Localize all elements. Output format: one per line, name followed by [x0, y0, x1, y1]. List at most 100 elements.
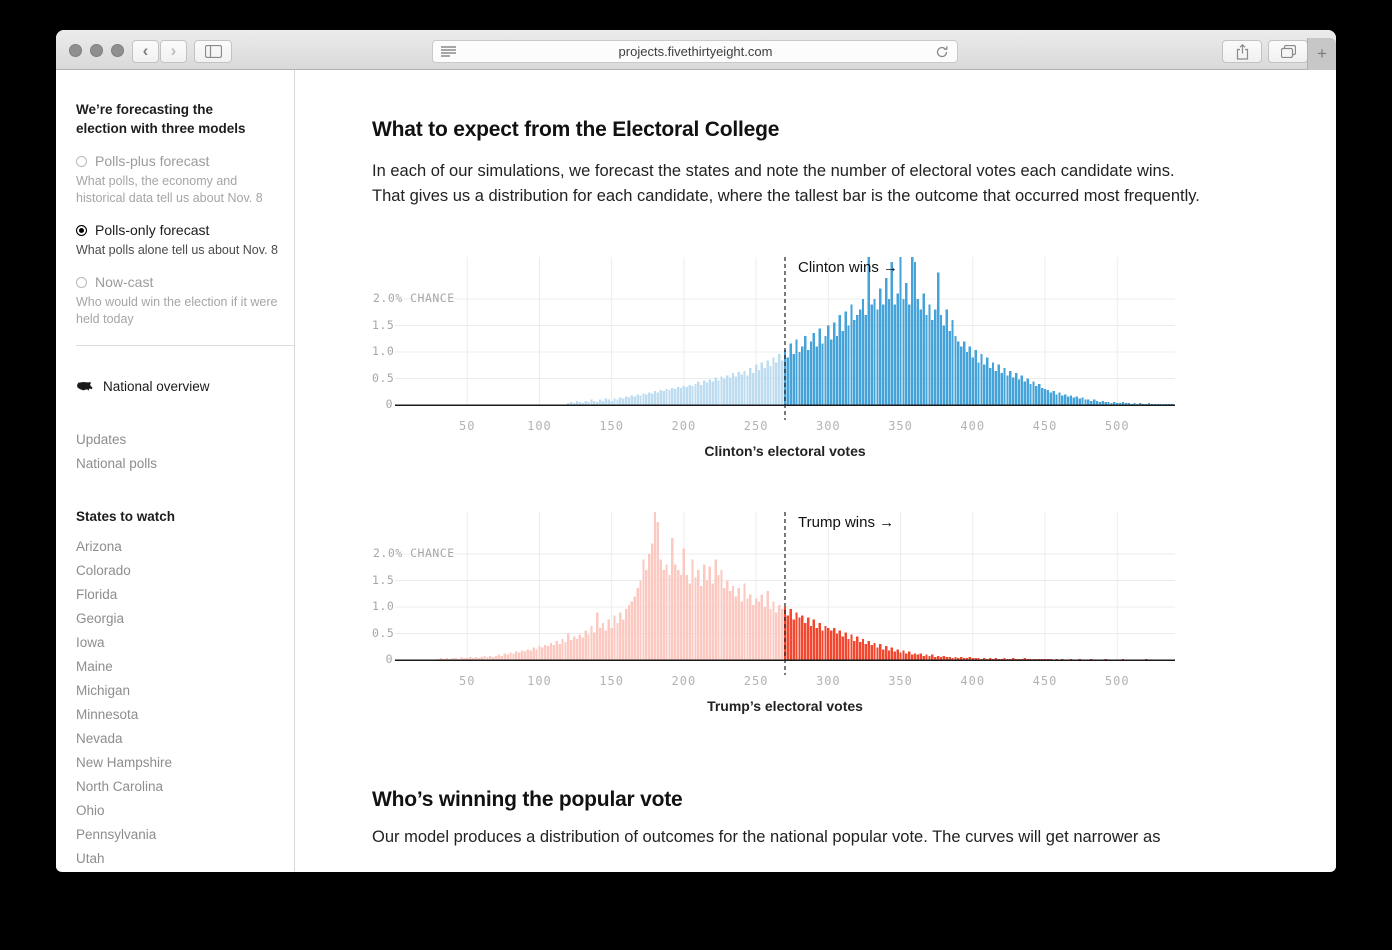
forward-button[interactable]: › [160, 40, 187, 63]
address-bar[interactable]: projects.fivethirtyeight.com [432, 40, 958, 63]
x-axis-ticks: 50 100 150 200 250 300 350 400 450 500 [395, 674, 1175, 690]
sidebar-item-state[interactable]: Pennsylvania [76, 827, 157, 842]
main-content: What to expect from the Electoral Colleg… [295, 70, 1336, 871]
x-tick-label: 500 [1104, 674, 1130, 688]
y-tick-label: 1.0 [372, 344, 395, 358]
x-tick-label: 500 [1104, 419, 1130, 433]
x-tick-label: 150 [599, 419, 624, 433]
section-title-popular-vote: Who’s winning the popular vote [372, 788, 683, 811]
model-label[interactable]: Now-cast [95, 274, 154, 290]
sidebar-item-updates[interactable]: Updates [76, 432, 127, 447]
histogram-plot [395, 257, 1175, 420]
y-tick-label: 0 [385, 397, 393, 411]
sidebar-icon [204, 45, 222, 58]
y-tick-label: 1.0 [372, 599, 395, 613]
y-tick-label: 0.5 [372, 625, 395, 640]
y-tick-label: 1.5 [372, 317, 395, 332]
sidebar-item-state[interactable]: Ohio [76, 803, 105, 818]
model-description: What polls, the economy and historical d… [76, 174, 263, 205]
model-description: What polls alone tell us about Nov. 8 [76, 243, 278, 257]
x-tick-label: 300 [815, 674, 841, 688]
x-tick-label: 250 [743, 674, 769, 688]
chevron-right-icon: › [170, 41, 177, 60]
chevron-left-icon: ‹ [142, 41, 149, 60]
histogram-plot [395, 512, 1175, 675]
model-option-now-cast[interactable]: Now-cast Who would win the election if i… [76, 273, 278, 328]
tabs-icon [1280, 45, 1296, 58]
browser-window: ‹ › projects.fivethirtyeight.com [56, 30, 1336, 872]
clinton-electoral-votes-histogram: 0 0.5 1.0 1.5 2.0% CHANCE Clinton wins → 50 1… [372, 257, 1175, 469]
sidebar-divider [76, 345, 294, 346]
sidebar-item-state[interactable]: Utah [76, 851, 105, 866]
reader-icon[interactable] [441, 46, 456, 57]
sidebar-item-state[interactable]: Florida [76, 587, 118, 602]
zoom-button[interactable] [111, 44, 124, 57]
sidebar-heading: We’re forecasting the election with thre… [76, 102, 246, 136]
national-overview-label[interactable]: National overview [103, 379, 210, 394]
x-tick-label: 300 [815, 419, 841, 433]
radio-unselected-icon[interactable] [76, 276, 87, 288]
sidebar-item-state[interactable]: Georgia [76, 611, 125, 626]
y-tick-label: 0.5 [372, 370, 395, 385]
x-tick-label: 100 [527, 419, 552, 433]
minimize-button[interactable] [90, 44, 103, 57]
sidebar-item-state[interactable]: Michigan [76, 683, 131, 698]
x-tick-label: 50 [458, 674, 476, 688]
x-axis-title: Trump’s electoral votes [707, 698, 863, 714]
sidebar-item-national-polls[interactable]: National polls [76, 456, 158, 471]
usa-map-icon [77, 381, 93, 391]
share-icon [1236, 43, 1248, 60]
sidebar-item-national-overview[interactable]: National overview [76, 379, 278, 394]
tabs-button[interactable] [1268, 40, 1308, 63]
sidebar-item-state[interactable]: Arizona [76, 539, 122, 554]
x-axis-ticks: 50 100 150 200 250 300 350 400 450 500 [395, 419, 1175, 435]
sidebar: We’re forecasting the election with thre… [56, 70, 295, 871]
win-annotation: Trump wins → [798, 514, 895, 531]
radio-unselected-icon[interactable] [76, 155, 87, 167]
x-tick-label: 450 [1032, 674, 1058, 688]
sidebar-item-state[interactable]: Colorado [76, 563, 131, 578]
back-button[interactable]: ‹ [132, 40, 159, 63]
section-title-electoral-college: What to expect from the Electoral Colleg… [372, 118, 780, 141]
x-tick-label: 400 [960, 674, 986, 688]
x-tick-label: 100 [527, 674, 552, 688]
sidebar-item-state[interactable]: Minnesota [76, 707, 139, 722]
close-button[interactable] [69, 44, 82, 57]
x-tick-label: 200 [671, 419, 697, 433]
x-tick-label: 200 [671, 674, 697, 688]
sidebar-item-state[interactable]: Iowa [76, 635, 105, 650]
model-label[interactable]: Polls-only forecast [95, 222, 210, 238]
x-tick-label: 150 [599, 674, 624, 688]
section-body: Our model produces a distribution of out… [372, 828, 1161, 846]
x-tick-label: 50 [458, 419, 476, 433]
x-tick-label: 450 [1032, 419, 1058, 433]
y-tick-label: 0 [385, 652, 393, 666]
x-tick-label: 350 [888, 419, 913, 433]
sidebar-item-state[interactable]: Nevada [76, 731, 123, 746]
y-tick-label: 1.5 [372, 572, 395, 587]
sidebar-item-state[interactable]: North Carolina [76, 779, 164, 794]
sidebar-links: Updates National polls [76, 428, 278, 476]
x-tick-label: 250 [743, 419, 769, 433]
x-axis-title: Clinton’s electoral votes [704, 443, 866, 459]
trump-electoral-votes-histogram: 0 0.5 1.0 1.5 2.0% CHANCE Trump wins → 50 100… [372, 512, 1175, 724]
win-annotation: Clinton wins → [798, 259, 899, 276]
share-button[interactable] [1222, 40, 1262, 63]
sidebar-toggle-button[interactable] [194, 40, 232, 63]
sidebar-item-state[interactable]: New Hampshire [76, 755, 173, 770]
x-tick-label: 400 [960, 419, 986, 433]
model-label[interactable]: Polls-plus forecast [95, 153, 210, 169]
section-body: In each of our simulations, we forecast … [372, 162, 1200, 205]
url-text[interactable]: projects.fivethirtyeight.com [618, 44, 773, 59]
browser-toolbar: ‹ › projects.fivethirtyeight.com [56, 30, 1336, 70]
reload-icon[interactable] [935, 45, 949, 59]
model-option-polls-plus[interactable]: Polls-plus forecast What polls, the econ… [76, 152, 278, 207]
model-description: Who would win the election if it were he… [76, 295, 278, 326]
states-heading: States to watch [76, 509, 176, 524]
new-tab-button[interactable]: + [1307, 38, 1336, 70]
radio-selected-icon[interactable] [76, 224, 87, 236]
sidebar-item-state[interactable]: Maine [76, 659, 113, 674]
model-option-polls-only[interactable]: Polls-only forecast What polls alone tel… [76, 221, 278, 259]
plus-icon: + [1317, 44, 1327, 63]
states-list: Arizona Colorado Florida Georgia Iowa Maine Mi… [76, 535, 278, 871]
